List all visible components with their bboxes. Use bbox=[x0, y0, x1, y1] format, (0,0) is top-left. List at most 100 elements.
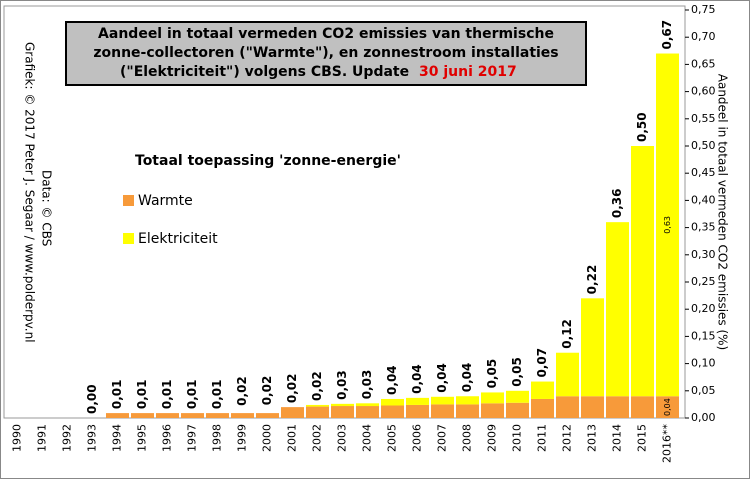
title-line: ("Elektriciteit") volgens CBS. Update bbox=[120, 64, 409, 80]
total-label: 0,05 bbox=[485, 359, 499, 389]
y-axis-label: Aandeel in totaal vermeden CO2 emissies … bbox=[716, 74, 730, 351]
bar-segment bbox=[106, 413, 129, 418]
x-tick-label: 1994 bbox=[111, 424, 124, 452]
total-label: 0,04 bbox=[385, 365, 399, 395]
total-label: 0,36 bbox=[610, 189, 624, 219]
y-tick-label: 0,75 bbox=[691, 3, 716, 16]
x-tick-label: 1995 bbox=[136, 424, 149, 452]
bar-segment bbox=[606, 396, 629, 418]
total-label: 0,03 bbox=[335, 370, 349, 400]
bar-segment bbox=[231, 413, 254, 418]
total-label: 0,05 bbox=[510, 357, 524, 387]
x-tick-label: 2005 bbox=[386, 424, 399, 452]
bar-segment bbox=[181, 413, 204, 418]
bar-segment bbox=[431, 396, 454, 405]
total-label: 0,02 bbox=[235, 376, 249, 406]
x-tick-label: 2001 bbox=[286, 424, 299, 452]
total-label: 0,02 bbox=[285, 374, 299, 404]
x-tick-label: 1996 bbox=[161, 424, 174, 452]
legend-label: Elektriciteit bbox=[138, 231, 218, 247]
y-tick-label: 0,05 bbox=[691, 384, 716, 397]
bar-segment bbox=[406, 404, 429, 418]
bar-segment bbox=[631, 146, 654, 397]
bar-segment bbox=[531, 398, 554, 418]
x-tick-label: 2004 bbox=[361, 424, 374, 452]
total-label: 0,01 bbox=[210, 379, 224, 409]
total-label: 0,67 bbox=[660, 20, 674, 50]
x-tick-label: 2013 bbox=[586, 424, 599, 452]
total-label: 0,01 bbox=[135, 379, 149, 409]
x-tick-label: 2014 bbox=[611, 424, 624, 452]
bar-segment bbox=[656, 396, 679, 418]
x-tick-label: 1998 bbox=[211, 424, 224, 452]
bar-segment bbox=[481, 403, 504, 418]
bar-segment bbox=[556, 352, 579, 397]
bar-segment bbox=[331, 406, 354, 418]
credit: Grafiek: © 2017 Peter J. Segaar / www.po… bbox=[23, 42, 37, 343]
bar-segment bbox=[356, 403, 379, 407]
legend-swatch bbox=[123, 195, 134, 206]
total-label: 0,01 bbox=[110, 379, 124, 409]
bar-segment bbox=[356, 406, 379, 418]
x-tick-label: 2010 bbox=[511, 424, 524, 452]
bar-segment bbox=[531, 381, 554, 399]
total-label: 0,04 bbox=[410, 364, 424, 394]
x-tick-label: 1997 bbox=[186, 424, 199, 452]
total-label: 0,01 bbox=[160, 379, 174, 409]
x-tick-label: 1992 bbox=[61, 424, 74, 452]
x-tick-label: 2008 bbox=[461, 424, 474, 452]
y-tick-label: 0,55 bbox=[691, 112, 716, 125]
total-label: 0,03 bbox=[360, 370, 374, 400]
bar-segment bbox=[481, 392, 504, 404]
bar-segment bbox=[156, 413, 179, 418]
title-line: zonne-collectoren ("Warmte"), en zonnest… bbox=[93, 45, 558, 61]
x-tick-label: 2003 bbox=[336, 424, 349, 452]
total-label: 0,12 bbox=[560, 319, 574, 349]
y-tick-label: 0,15 bbox=[691, 329, 716, 342]
bar-segment bbox=[581, 396, 604, 418]
total-label: 0,01 bbox=[185, 379, 199, 409]
x-tick-label: 1991 bbox=[36, 424, 49, 452]
bar-segment bbox=[381, 398, 404, 406]
bar-segment bbox=[331, 403, 354, 407]
bar-segment bbox=[581, 298, 604, 397]
title-line: Aandeel in totaal vermeden CO2 emissies … bbox=[98, 26, 554, 42]
y-tick-label: 0,50 bbox=[691, 139, 716, 152]
bar-segment bbox=[131, 413, 154, 418]
legend-title: Totaal toepassing 'zonne-energie' bbox=[135, 153, 401, 169]
bar-segment bbox=[556, 396, 579, 418]
total-label: 0,07 bbox=[535, 348, 549, 378]
bar-segment bbox=[606, 222, 629, 397]
x-tick-label: 2000 bbox=[261, 424, 274, 452]
bar-segment bbox=[256, 413, 279, 418]
total-label: 0,04 bbox=[460, 363, 474, 393]
y-tick-label: 0,10 bbox=[691, 357, 716, 370]
bar-segment bbox=[631, 396, 654, 418]
bar-segment bbox=[431, 404, 454, 418]
y-tick-label: 0,35 bbox=[691, 221, 716, 234]
total-label: 0,50 bbox=[635, 112, 649, 142]
x-tick-label: 1990 bbox=[11, 424, 24, 452]
segment-label: 0,63 bbox=[663, 216, 672, 234]
total-label: 0,04 bbox=[435, 363, 449, 393]
x-tick-label: 2002 bbox=[311, 424, 324, 452]
bar-segment bbox=[381, 405, 404, 418]
legend-swatch bbox=[123, 233, 134, 244]
x-tick-label: 2007 bbox=[436, 424, 449, 452]
x-tick-label: 2011 bbox=[536, 424, 549, 452]
bar-segment bbox=[406, 397, 429, 405]
total-label: 0,02 bbox=[310, 371, 324, 401]
y-tick-label: 0,30 bbox=[691, 248, 716, 261]
total-label: 0,00 bbox=[85, 384, 99, 414]
y-tick-label: 0,45 bbox=[691, 166, 716, 179]
x-tick-label: 2015 bbox=[636, 424, 649, 452]
title-date: 30 juni 2017 bbox=[419, 64, 517, 80]
x-tick-label: 2006 bbox=[411, 424, 424, 452]
y-tick-label: 0,00 bbox=[691, 411, 716, 424]
title-line: ("Elektriciteit") volgens CBS. Update 30… bbox=[120, 64, 517, 80]
bar-segment bbox=[306, 406, 329, 418]
total-label: 0,02 bbox=[260, 376, 274, 406]
y-tick-label: 0,65 bbox=[691, 57, 716, 70]
bar-segment bbox=[306, 404, 329, 407]
